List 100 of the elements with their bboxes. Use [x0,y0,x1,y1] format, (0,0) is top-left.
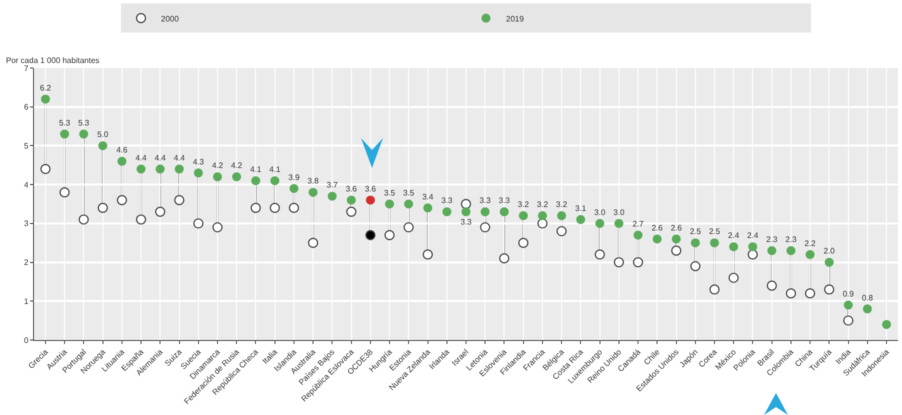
point [232,172,242,182]
point [518,238,528,248]
data-label: 2.5 [690,227,702,236]
point [804,288,816,298]
data-label: 3.0 [594,208,606,217]
point [671,246,682,256]
point [98,202,108,213]
point [328,192,337,201]
point [423,203,432,212]
point [766,280,777,291]
point [288,202,300,213]
point [60,130,70,139]
point [174,164,184,174]
data-label: 0.9 [842,289,854,298]
point [365,230,376,240]
legend-label: 2000 [161,14,180,24]
point [442,207,452,216]
point [480,207,490,216]
data-label: 3.2 [556,200,568,210]
data-label: 3.3 [480,196,492,206]
point [385,200,394,208]
y-tick-label: 0 [24,336,29,345]
y-tick-label: 3 [24,219,29,228]
point [155,206,166,217]
data-label: 4.4 [154,153,166,162]
data-label: 2.2 [804,238,816,248]
point [194,168,203,178]
point [824,258,834,267]
point [40,164,51,174]
data-label: 2.5 [708,227,721,236]
y-tick-label: 4 [24,180,29,190]
data-label: 3.6 [364,184,377,194]
y-tick-label: 1 [24,296,29,306]
point [174,195,184,206]
point [117,156,126,166]
point [136,214,146,225]
data-label: 3.3 [498,196,510,206]
y-axis-title: Por cada 1 000 habitantes [6,56,100,65]
point [710,238,719,248]
point [748,242,758,252]
point [289,184,298,193]
data-label: 2.6 [670,223,682,232]
point [500,207,509,216]
data-label: 3.4 [422,192,434,202]
data-label: 3.2 [536,200,549,210]
data-label: 4.4 [174,153,186,162]
point [213,172,222,182]
point [499,253,510,264]
point [98,141,108,150]
point [614,257,624,268]
data-label: 4.1 [269,165,281,174]
point [136,164,146,174]
data-label: 4.6 [116,146,128,155]
point [595,218,604,228]
point [767,246,776,256]
point [786,246,796,256]
data-label: 3.8 [308,176,320,186]
data-label: 0.8 [862,293,874,302]
data-label: 3.5 [384,188,396,198]
point [346,196,356,205]
point [729,242,738,252]
point [690,238,700,248]
data-label: 3.9 [288,172,300,182]
point [518,211,528,220]
data-label: 6.2 [40,83,52,92]
point [422,249,433,260]
y-tick-label: 5 [24,142,29,151]
point [366,196,375,205]
y-tick-label: 2 [24,258,29,268]
point [384,230,395,240]
point [576,215,586,224]
point [862,304,872,314]
data-label: 3.1 [575,204,587,213]
point [538,211,547,220]
data-label: 2.6 [652,223,664,232]
data-label: 5.3 [59,118,71,128]
point [40,94,50,104]
point [270,202,280,213]
point [748,249,758,260]
point [308,238,318,248]
point [843,315,854,326]
data-label: 2.3 [785,235,798,244]
point [116,195,128,206]
point [824,284,834,295]
point [78,214,89,225]
point [652,234,662,244]
point [709,284,720,295]
data-label: 5.3 [78,118,90,128]
point [250,202,261,213]
point [594,249,605,260]
y-tick-label: 7 [24,64,29,73]
data-label: 3.0 [613,208,626,217]
point [346,206,356,217]
data-label: 4.1 [250,165,262,174]
data-label: 3.6 [346,184,358,194]
point [557,211,566,220]
point [460,198,472,210]
point [251,176,260,186]
data-label: 2.4 [728,231,740,240]
y-tick-label: 6 [24,102,29,112]
